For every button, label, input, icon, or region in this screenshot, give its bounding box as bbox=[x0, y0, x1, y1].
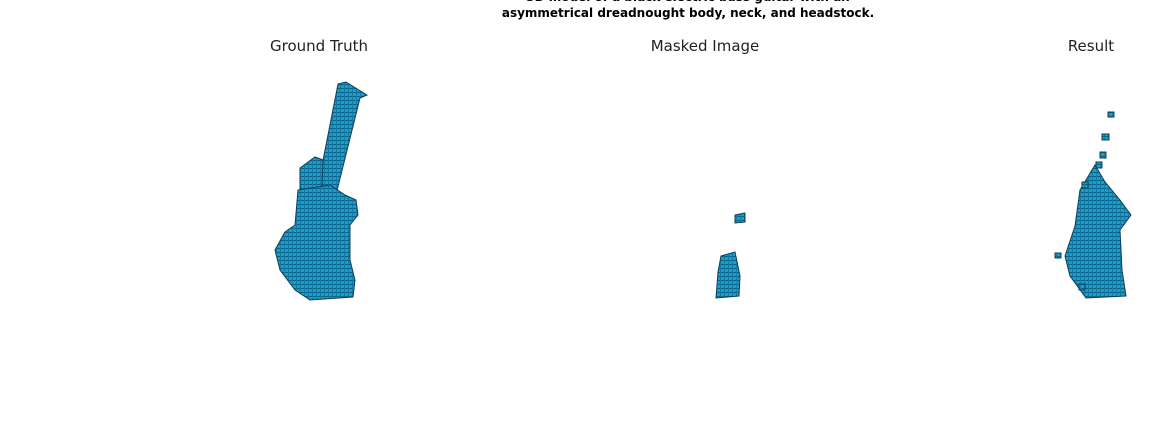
voxel bbox=[1101, 133, 1110, 141]
ground-truth-voxels bbox=[274, 81, 369, 301]
body bbox=[274, 184, 359, 301]
voxel bbox=[1054, 252, 1062, 259]
fragment bbox=[715, 251, 741, 299]
voxel bbox=[1081, 181, 1089, 189]
result-voxels bbox=[1054, 111, 1132, 299]
suptitle-line: asymmetrical dreadnought body, neck, and… bbox=[502, 6, 874, 20]
panel-title: Masked Image bbox=[651, 37, 760, 55]
panel-title: Ground Truth bbox=[270, 37, 368, 55]
fragment bbox=[734, 212, 746, 224]
body bbox=[1064, 164, 1132, 299]
voxel bbox=[1099, 151, 1107, 159]
masked-voxels bbox=[715, 212, 746, 299]
voxel bbox=[1095, 161, 1103, 169]
voxel bbox=[1078, 283, 1086, 291]
suptitle-line: 3D model of a black electric bass guitar… bbox=[526, 0, 849, 4]
panel-title: Result bbox=[1068, 37, 1114, 55]
voxel bbox=[1107, 111, 1115, 118]
